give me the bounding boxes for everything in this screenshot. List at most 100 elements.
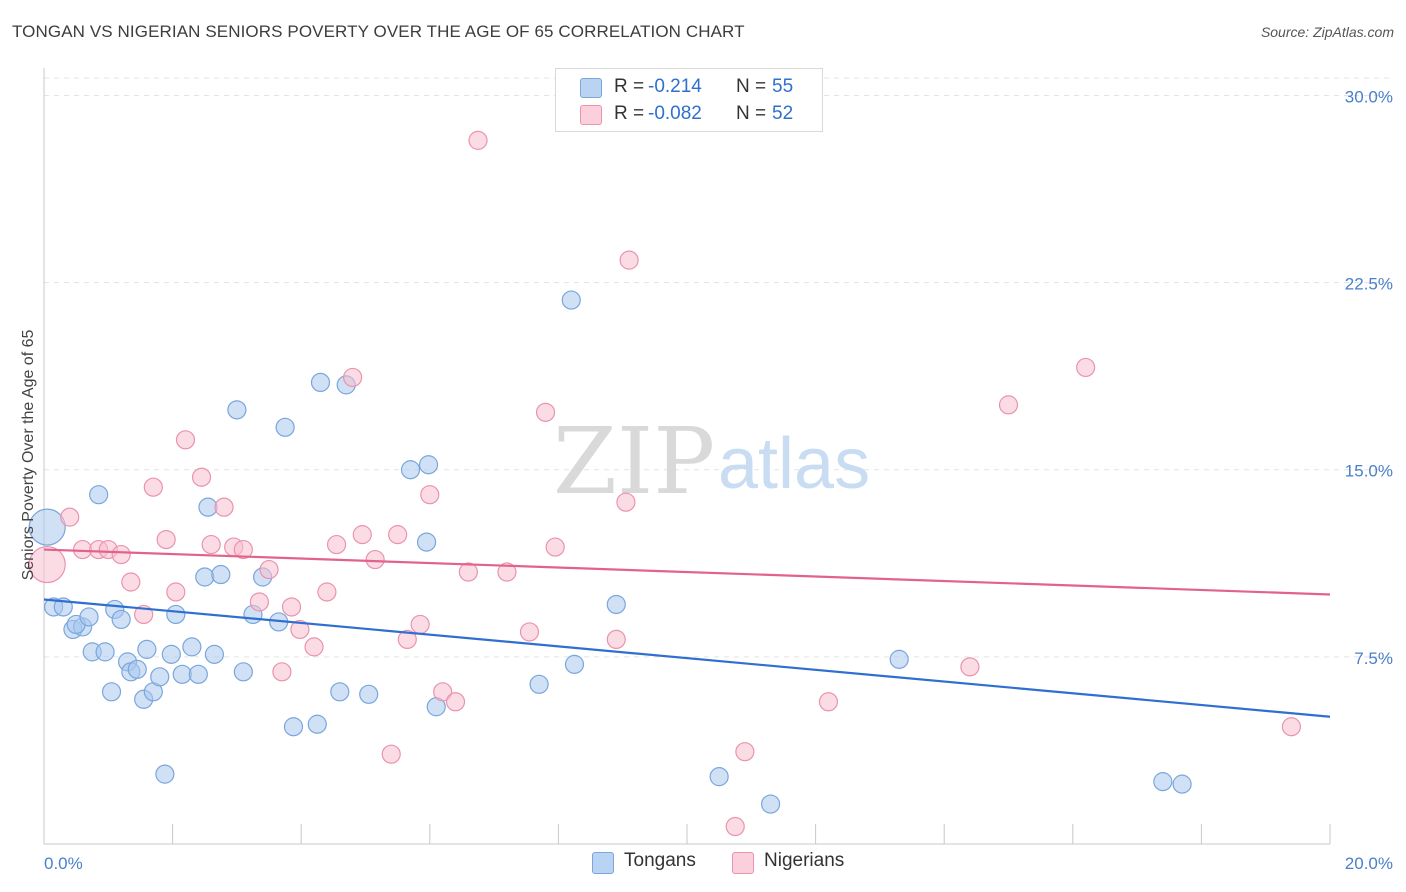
tongans-point[interactable] [307, 714, 327, 734]
tongans-point[interactable] [275, 417, 295, 437]
nigerians-point[interactable] [166, 582, 186, 602]
nigerians-point[interactable] [259, 559, 279, 580]
nigerians-point[interactable] [175, 430, 196, 450]
tongans-point[interactable] [1172, 774, 1192, 794]
tongans-point[interactable] [89, 485, 109, 505]
nigerians-n-value: 52 [772, 103, 794, 124]
tongans-point[interactable] [182, 637, 202, 657]
tongans-legend-swatch [592, 852, 614, 874]
tongans-point[interactable] [155, 764, 175, 784]
tongans-point[interactable] [418, 455, 439, 475]
nigerians-point[interactable] [735, 742, 755, 762]
tongans-point[interactable] [101, 682, 122, 702]
tongans-point[interactable] [137, 639, 157, 659]
nigerians-point[interactable] [28, 545, 66, 584]
tongans-point[interactable] [760, 794, 781, 814]
tongans-point[interactable] [310, 372, 331, 393]
nigerians-point[interactable] [201, 534, 221, 555]
nigerians-point[interactable] [519, 622, 540, 642]
nigerians-point[interactable] [317, 582, 337, 602]
tongans-point[interactable] [95, 642, 115, 662]
tongans-point[interactable] [204, 644, 224, 664]
nigerians-point[interactable] [281, 597, 302, 617]
tongans-point[interactable] [166, 604, 186, 625]
nigerians-point[interactable] [121, 572, 141, 592]
nigerians-point[interactable] [214, 497, 234, 517]
tongans-point[interactable] [28, 508, 66, 546]
nigerians-point[interactable] [1076, 357, 1096, 378]
nigerians-point[interactable] [111, 544, 131, 565]
nigerians-point[interactable] [818, 692, 839, 712]
nigerians-point[interactable] [72, 539, 93, 560]
tongans-point[interactable] [606, 594, 626, 615]
nigerians-point[interactable] [343, 367, 363, 388]
tongans-point[interactable] [188, 664, 208, 684]
nigerians-point[interactable] [433, 682, 453, 702]
tongans-point[interactable] [233, 662, 253, 682]
nigerians-point[interactable] [304, 637, 324, 657]
tongans-point[interactable] [111, 609, 131, 630]
tongans-swatch [580, 78, 602, 98]
tongans-r-value: -0.214 [648, 76, 702, 97]
y-tick-label: 30.0% [1345, 87, 1393, 106]
tongans-point[interactable] [79, 607, 99, 627]
nigerians-point[interactable] [468, 130, 488, 150]
tongans-point[interactable] [227, 400, 247, 420]
tongans-point[interactable] [359, 684, 379, 704]
nigerians-point[interactable] [249, 592, 270, 612]
tongans-point[interactable] [709, 767, 729, 787]
tongans-point[interactable] [529, 674, 549, 694]
nigerians-point[interactable] [1281, 717, 1302, 737]
nigerians-point[interactable] [233, 539, 253, 560]
tongans-point[interactable] [1153, 772, 1173, 792]
n-label: N = [736, 103, 767, 124]
nigerians-point[interactable] [191, 467, 212, 487]
nigerians-point[interactable] [619, 250, 639, 270]
tongans-point[interactable] [400, 460, 421, 480]
nigerians-point[interactable] [497, 562, 517, 582]
tongans-point[interactable] [561, 290, 581, 310]
nigerians-point[interactable] [352, 525, 372, 545]
tongans-point[interactable] [127, 659, 147, 679]
tongans-point[interactable] [172, 664, 192, 684]
nigerians-point[interactable] [998, 395, 1019, 415]
trend-lines [43, 548, 1331, 718]
nigerians-point[interactable] [381, 744, 401, 764]
tongans-point[interactable] [211, 564, 231, 585]
x-tick-label-min: 0.0% [44, 854, 83, 873]
nigerians-r-value: -0.082 [648, 103, 702, 124]
nigerians-point[interactable] [410, 614, 430, 635]
r-label: R = [614, 103, 645, 124]
nigerians-point[interactable] [725, 816, 745, 837]
nigerians-point[interactable] [388, 525, 408, 545]
nigerians-point[interactable] [290, 619, 310, 640]
nigerians-point[interactable] [365, 549, 385, 570]
nigerians-point[interactable] [458, 562, 478, 582]
tongans-point[interactable] [416, 532, 437, 552]
nigerians-point[interactable] [143, 477, 163, 497]
nigerians-point[interactable] [545, 537, 565, 557]
nigerians-point[interactable] [616, 492, 636, 512]
nigerians-swatch [580, 105, 602, 125]
nigerians-point[interactable] [156, 529, 176, 550]
tongans-point[interactable] [889, 649, 909, 669]
nigerians-point[interactable] [606, 629, 626, 650]
tongans-point[interactable] [150, 667, 170, 687]
tongans-point[interactable] [283, 717, 304, 737]
nigerians-point[interactable] [420, 485, 440, 505]
nigerians-point[interactable] [397, 629, 417, 650]
tongans-point[interactable] [195, 567, 215, 587]
nigerians-point[interactable] [60, 507, 80, 527]
tongans-point[interactable] [161, 644, 181, 664]
y-tick-labels: 7.5% 15.0% 22.5% 30.0% [1345, 87, 1393, 667]
nigerians-point[interactable] [445, 692, 466, 712]
nigerians-point[interactable] [326, 534, 347, 555]
nigerians-point[interactable] [272, 662, 292, 682]
tongans-point[interactable] [564, 654, 585, 674]
nigerians-point[interactable] [535, 402, 556, 422]
tongans-points [28, 290, 1192, 814]
tongans-point[interactable] [198, 497, 218, 517]
tongans-n-value: 55 [772, 76, 794, 97]
tongans-point[interactable] [330, 682, 350, 702]
nigerians-point[interactable] [960, 657, 980, 677]
